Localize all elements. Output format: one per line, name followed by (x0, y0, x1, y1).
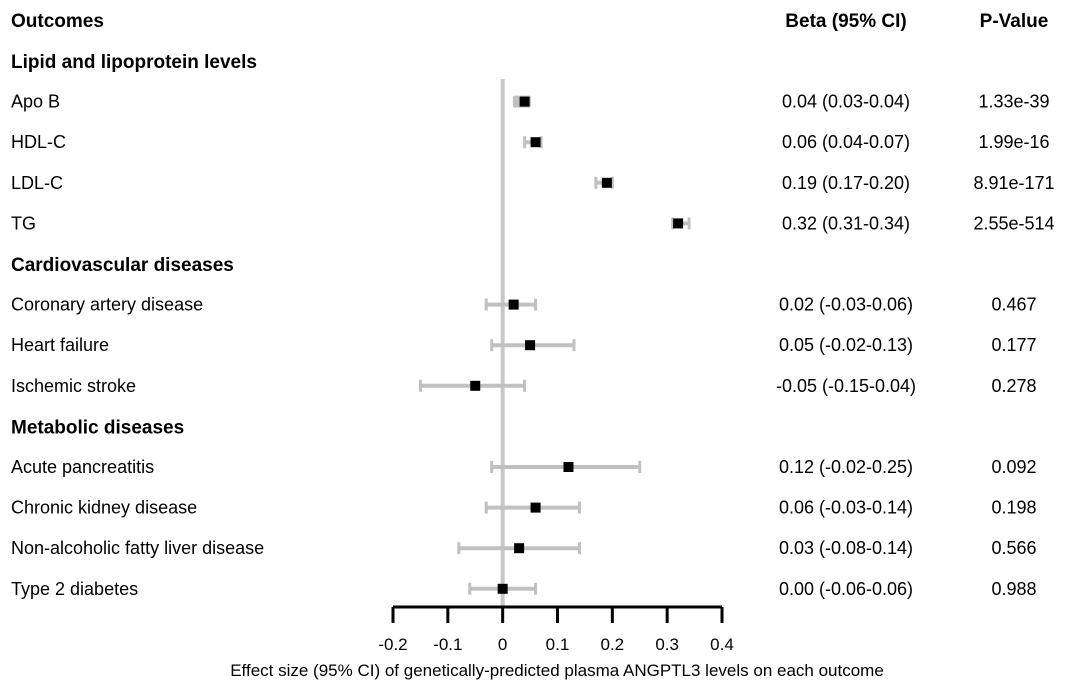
outcome-label: Chronic kidney disease (11, 498, 197, 518)
outcome-label: Coronary artery disease (11, 295, 203, 315)
p-value: 1.33e-39 (978, 92, 1049, 112)
forest-row: Type 2 diabetes 0.00 (-0.06-0.06) 0.988 (11, 579, 1037, 599)
p-value: 0.467 (991, 295, 1036, 315)
outcomes-column-header: Outcomes (11, 11, 104, 32)
beta-ci-value: 0.06 (-0.03-0.14) (779, 498, 913, 518)
beta-ci-value: 0.12 (-0.02-0.25) (779, 457, 913, 477)
p-value: 0.278 (991, 376, 1036, 396)
beta-column-header: Beta (95% CI) (785, 11, 906, 32)
beta-ci-value: 0.02 (-0.03-0.06) (779, 295, 913, 315)
forest-row: Chronic kidney disease 0.06 (-0.03-0.14) 0… (11, 498, 1037, 518)
point-estimate (470, 380, 481, 391)
outcome-label: Heart failure (11, 335, 109, 355)
x-tick-label: 0 (498, 635, 507, 654)
outcome-label: HDL-C (11, 132, 66, 152)
point-estimate (673, 218, 684, 229)
beta-ci-value: 0.05 (-0.02-0.13) (779, 335, 913, 355)
x-tick-label: 0.3 (655, 635, 679, 654)
beta-ci-value: 0.32 (0.31-0.34) (782, 213, 910, 233)
forest-row: Apo B 0.04 (0.03-0.04) 1.33e-39 (11, 92, 1050, 112)
point-estimate (514, 543, 525, 554)
x-tick-label: -0.1 (433, 635, 462, 654)
p-value: 1.99e-16 (978, 132, 1049, 152)
beta-ci-value: -0.05 (-0.15-0.04) (776, 376, 916, 396)
outcome-label: Acute pancreatitis (11, 457, 154, 477)
p-value: 0.198 (991, 498, 1036, 518)
point-estimate (530, 502, 541, 513)
point-estimate (525, 340, 536, 351)
outcome-label: Non-alcoholic fatty liver disease (11, 538, 264, 558)
beta-ci-value: 0.03 (-0.08-0.14) (779, 538, 913, 558)
point-estimate (530, 137, 541, 148)
p-value: 2.55e-514 (973, 213, 1054, 233)
forest-row: Acute pancreatitis 0.12 (-0.02-0.25) 0.092 (11, 457, 1037, 477)
outcome-label: TG (11, 213, 36, 233)
pvalue-column-header: P-Value (980, 11, 1049, 32)
point-estimate (563, 462, 574, 472)
outcome-label: LDL-C (11, 173, 63, 193)
x-tick-label: 0.4 (710, 635, 734, 654)
group-heading: Cardiovascular diseases (11, 255, 234, 276)
forest-row: Coronary artery disease 0.02 (-0.03-0.06)… (11, 295, 1037, 315)
beta-ci-value: 0.06 (0.04-0.07) (782, 132, 910, 152)
beta-ci-value: 0.19 (0.17-0.20) (782, 173, 910, 193)
p-value: 0.092 (991, 457, 1036, 477)
group-heading: Metabolic diseases (11, 417, 184, 438)
x-tick-label: -0.2 (378, 635, 407, 654)
beta-ci-value: 0.00 (-0.06-0.06) (779, 579, 913, 599)
point-estimate (508, 299, 519, 310)
forest-row: Heart failure 0.05 (-0.02-0.13) 0.177 (11, 335, 1037, 355)
x-tick-label: 0.1 (546, 635, 570, 654)
p-value: 0.988 (991, 579, 1036, 599)
p-value: 8.91e-171 (973, 173, 1054, 193)
forest-row: TG 0.32 (0.31-0.34) 2.55e-514 (11, 213, 1055, 233)
outcome-label: Type 2 diabetes (11, 579, 138, 599)
outcome-label: Apo B (11, 92, 60, 112)
forest-row: HDL-C 0.06 (0.04-0.07) 1.99e-16 (11, 132, 1050, 152)
beta-ci-value: 0.04 (0.03-0.04) (782, 92, 910, 112)
x-tick-label: 0.2 (601, 635, 625, 654)
p-value: 0.177 (991, 335, 1036, 355)
point-estimate (519, 96, 530, 107)
point-estimate (601, 177, 612, 188)
x-axis: -0.2 -0.1 0 0.1 0.2 0.3 0.4 (378, 605, 734, 654)
forest-row: Non-alcoholic fatty liver disease 0.03 (-… (11, 538, 1037, 558)
forest-row: Ischemic stroke -0.05 (-0.15-0.04) 0.278 (11, 376, 1037, 396)
x-axis-label: Effect size (95% CI) of genetically-pred… (230, 661, 884, 680)
rows-layer: Lipid and lipoprotein levels Apo B 0.04 (0… (11, 52, 1055, 607)
group-heading: Lipid and lipoprotein levels (11, 52, 257, 73)
forest-row: LDL-C 0.19 (0.17-0.20) 8.91e-171 (11, 173, 1055, 193)
p-value: 0.566 (991, 538, 1036, 558)
outcome-label: Ischemic stroke (11, 376, 136, 396)
point-estimate (497, 583, 508, 594)
